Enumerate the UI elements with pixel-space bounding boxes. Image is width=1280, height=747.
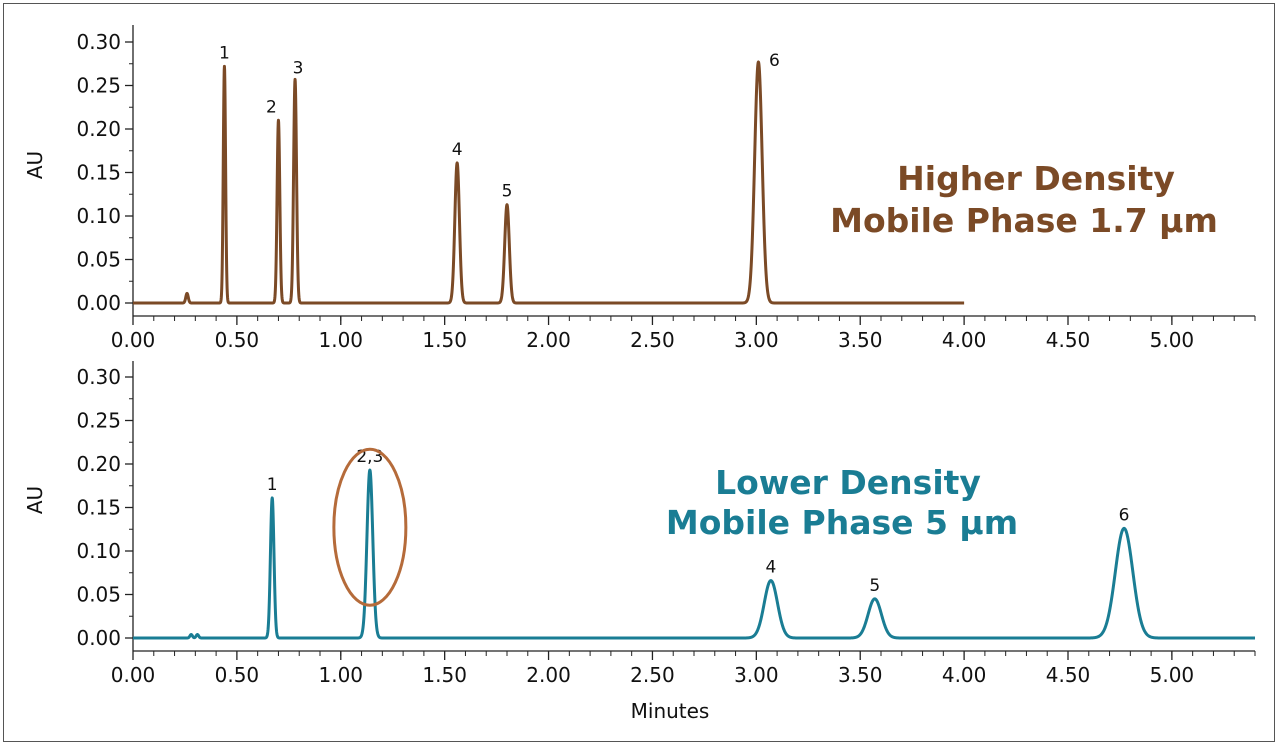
bottom-x-tick-label: 0.50 <box>215 663 260 687</box>
bottom-peak-label: 6 <box>1119 505 1130 525</box>
top-y-tick-label: 0.00 <box>76 291 121 315</box>
bottom-x-tick-label: 1.00 <box>319 663 364 687</box>
top-x-tick-label: 4.50 <box>1046 328 1091 352</box>
top-y-tick-label: 0.05 <box>76 248 121 272</box>
bottom-y-tick-label: 0.20 <box>76 452 121 476</box>
top-chromatogram-panel: AU Higher Density Mobile Phase 1.7 µm 0.… <box>23 25 1256 352</box>
bottom-x-tick-label: 1.50 <box>422 663 467 687</box>
bottom-y-tick-label: 0.00 <box>76 626 121 650</box>
top-x-tick-label: 2.00 <box>526 328 571 352</box>
bottom-x-tick-label: 2.50 <box>630 663 675 687</box>
top-x-tick-label: 5.00 <box>1150 328 1195 352</box>
top-x-tick-label: 0.50 <box>215 328 260 352</box>
bottom-annotation-line-2: Mobile Phase 5 µm <box>666 503 1018 542</box>
bottom-x-tick-label: 4.50 <box>1046 663 1091 687</box>
top-y-axis-title: AU <box>23 151 47 179</box>
bottom-x-axis-title: Minutes <box>631 699 710 723</box>
top-y-tick-label: 0.25 <box>76 74 121 98</box>
top-x-tick-label: 3.00 <box>734 328 779 352</box>
top-y-tick-label: 0.20 <box>76 117 121 141</box>
bottom-signal-trace <box>131 468 1257 640</box>
top-x-tick-label: 1.00 <box>319 328 364 352</box>
bottom-x-tick-label: 0.00 <box>111 663 156 687</box>
highlight-ellipse <box>332 447 408 607</box>
top-peak-label: 6 <box>769 51 780 71</box>
bottom-y-tick-label: 0.30 <box>76 365 121 389</box>
bottom-y-tick-label: 0.25 <box>76 409 121 433</box>
bottom-chromatogram-panel: AU Minutes Lower Density Mobile Phase 5 … <box>23 361 1257 723</box>
top-annotation-line-1: Higher Density <box>897 159 1175 198</box>
top-peak-label: 3 <box>293 58 304 78</box>
top-y-tick-label: 0.15 <box>76 161 121 185</box>
bottom-x-tick-label: 2.00 <box>526 663 571 687</box>
top-x-tick-label: 1.50 <box>422 328 467 352</box>
bottom-peak-label: 5 <box>869 576 880 596</box>
top-x-tick-label: 3.50 <box>838 328 883 352</box>
bottom-x-tick-label: 4.00 <box>942 663 987 687</box>
top-y-tick-label: 0.10 <box>76 204 121 228</box>
bottom-x-tick-label: 3.00 <box>734 663 779 687</box>
bottom-y-tick-label: 0.10 <box>76 539 121 563</box>
bottom-peak-label: 1 <box>267 475 278 495</box>
top-x-tick-label: 4.00 <box>942 328 987 352</box>
top-peak-label: 2 <box>266 97 277 117</box>
bottom-peak-label: 4 <box>765 558 776 578</box>
bottom-annotation-line-1: Lower Density <box>715 463 981 502</box>
bottom-x-tick-label: 3.50 <box>838 663 883 687</box>
top-x-tick-label: 0.00 <box>111 328 156 352</box>
bottom-y-axis-title: AU <box>23 486 47 514</box>
figure-frame <box>3 3 1275 742</box>
bottom-y-tick-label: 0.05 <box>76 583 121 607</box>
top-annotation-line-2: Mobile Phase 1.7 µm <box>830 201 1218 240</box>
bottom-x-tick-label: 5.00 <box>1150 663 1195 687</box>
top-peak-label: 1 <box>219 43 230 63</box>
top-signal-trace <box>131 60 966 305</box>
top-peak-label: 4 <box>452 140 463 160</box>
top-y-tick-label: 0.30 <box>76 30 121 54</box>
bottom-y-tick-label: 0.15 <box>76 496 121 520</box>
top-x-tick-label: 2.50 <box>630 328 675 352</box>
top-peak-label: 5 <box>502 182 513 202</box>
